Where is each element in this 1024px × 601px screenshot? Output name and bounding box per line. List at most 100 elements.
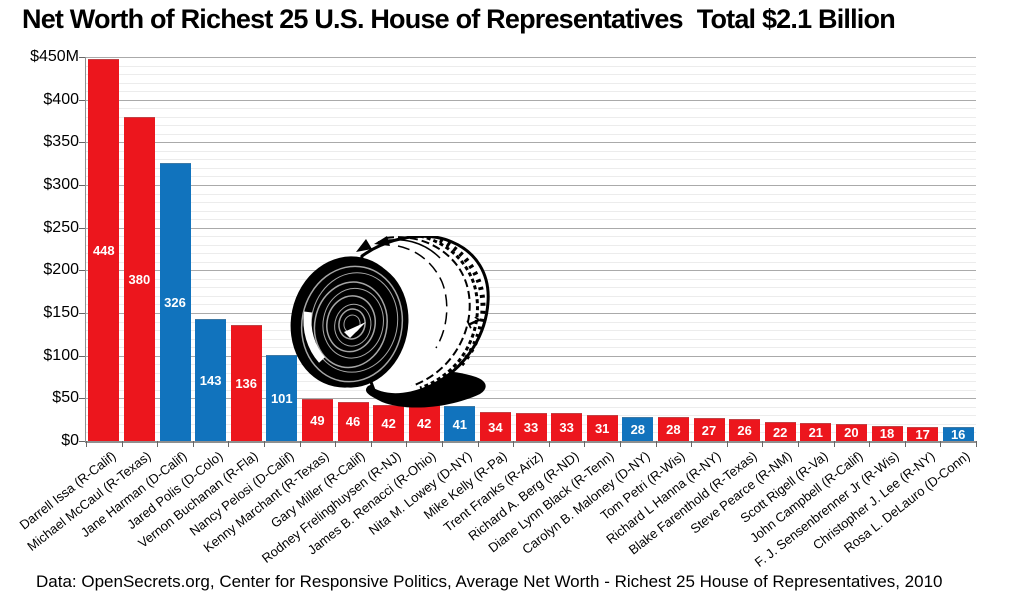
bar-value-label: 22: [772, 424, 788, 440]
x-axis-tick: [406, 441, 408, 447]
minor-gridline: [86, 74, 976, 76]
x-axis-tick: [335, 441, 337, 447]
x-axis-tick: [833, 441, 835, 447]
minor-gridline: [86, 210, 976, 212]
minor-gridline: [86, 406, 976, 408]
bar: 26: [729, 418, 761, 441]
bar-value-label: 34: [488, 419, 503, 435]
y-axis-tick-label: $250: [43, 218, 79, 236]
bar-value-label: 42: [416, 416, 432, 432]
x-axis-tick: [548, 441, 550, 447]
bar: 31: [586, 414, 618, 441]
bar: 20: [835, 423, 867, 441]
y-axis-tick: [79, 99, 85, 101]
bar: 42: [373, 405, 405, 441]
bar-value-label: 33: [523, 419, 539, 435]
minor-gridline: [86, 91, 976, 93]
y-axis-tick-label: $350: [43, 133, 79, 151]
bar: 49: [301, 399, 333, 441]
y-axis-tick-label: $150: [43, 304, 79, 321]
minor-gridline: [86, 65, 976, 67]
minor-gridline: [86, 347, 976, 349]
x-axis-tick: [228, 441, 230, 447]
minor-gridline: [86, 278, 976, 280]
y-axis-tick-label: $0: [61, 432, 79, 449]
y-axis-tick-label: $450M: [30, 48, 79, 65]
bar-value-label: 448: [92, 242, 115, 258]
source-caption: Data: OpenSecrets.org, Center for Respon…: [36, 572, 943, 591]
minor-gridline: [86, 82, 976, 84]
minor-gridline: [86, 159, 976, 161]
y-axis-tick: [79, 142, 85, 144]
y-axis-line: [85, 57, 86, 441]
y-axis-tick: [79, 57, 85, 58]
major-gridline: [86, 185, 976, 186]
minor-gridline: [86, 150, 976, 152]
x-axis-tick: [370, 441, 372, 447]
x-axis-tick: [762, 441, 764, 447]
major-gridline: [86, 398, 976, 400]
x-axis-tick: [442, 441, 443, 447]
bar: 27: [693, 418, 725, 441]
y-axis-tick-label: $100: [43, 346, 79, 364]
bar-value-label: 42: [381, 416, 396, 432]
x-axis-tick: [869, 441, 871, 447]
minor-gridline: [86, 133, 976, 135]
bar: 42: [408, 405, 440, 441]
bar-value-label: 31: [594, 420, 610, 436]
x-axis-tick: [513, 441, 515, 447]
bar-value-label: 28: [666, 422, 681, 438]
bar: 326: [159, 162, 191, 441]
minor-gridline: [86, 304, 976, 306]
x-axis-tick: [726, 441, 728, 447]
y-axis-tick: [79, 313, 85, 314]
minor-gridline: [86, 236, 976, 238]
bar: 16: [942, 427, 974, 442]
x-axis-tick: [655, 441, 657, 447]
minor-gridline: [86, 244, 976, 246]
y-axis-tick: [79, 185, 85, 186]
minor-gridline: [86, 253, 976, 255]
bar-value-label: 41: [452, 416, 468, 432]
minor-gridline: [86, 295, 976, 297]
minor-gridline: [86, 287, 976, 289]
x-axis-tick: [584, 441, 586, 447]
minor-gridline: [86, 321, 976, 323]
bar-value-label: 21: [808, 425, 824, 441]
minor-gridline: [86, 219, 976, 221]
bar: 41: [444, 406, 476, 441]
minor-gridline: [86, 116, 976, 118]
bar-value-label: 101: [270, 390, 293, 406]
bar: 101: [266, 354, 298, 441]
y-axis-tick-label: $50: [52, 389, 79, 407]
major-gridline: [86, 313, 976, 314]
bar: 22: [764, 422, 796, 441]
minor-gridline: [86, 389, 976, 391]
bar-value-label: 380: [128, 271, 151, 287]
chart-title-main: Net Worth of Richest 25 U.S. House of Re…: [22, 4, 684, 34]
x-axis-tick: [192, 441, 194, 447]
x-axis-tick: [86, 441, 87, 447]
bar-value-label: 26: [737, 422, 752, 438]
minor-gridline: [86, 381, 976, 383]
bar-value-label: 33: [559, 419, 574, 435]
bar: 46: [337, 401, 369, 441]
bar: 21: [800, 423, 832, 441]
major-gridline: [86, 355, 976, 357]
minor-gridline: [86, 261, 976, 263]
bar: 34: [479, 412, 511, 441]
minor-gridline: [86, 372, 976, 374]
bar: 448: [88, 58, 120, 441]
bar-value-label: 20: [844, 425, 859, 441]
bar: 136: [230, 324, 262, 441]
bar: 380: [123, 116, 155, 441]
bar: 33: [551, 412, 583, 441]
x-axis-tick: [691, 441, 693, 447]
y-axis-tick-label: $200: [43, 261, 79, 279]
bar-value-label: 326: [164, 294, 186, 310]
x-axis-tick: [264, 441, 265, 447]
major-gridline: [86, 227, 976, 229]
major-gridline: [86, 142, 976, 144]
x-axis-tick: [940, 441, 942, 447]
